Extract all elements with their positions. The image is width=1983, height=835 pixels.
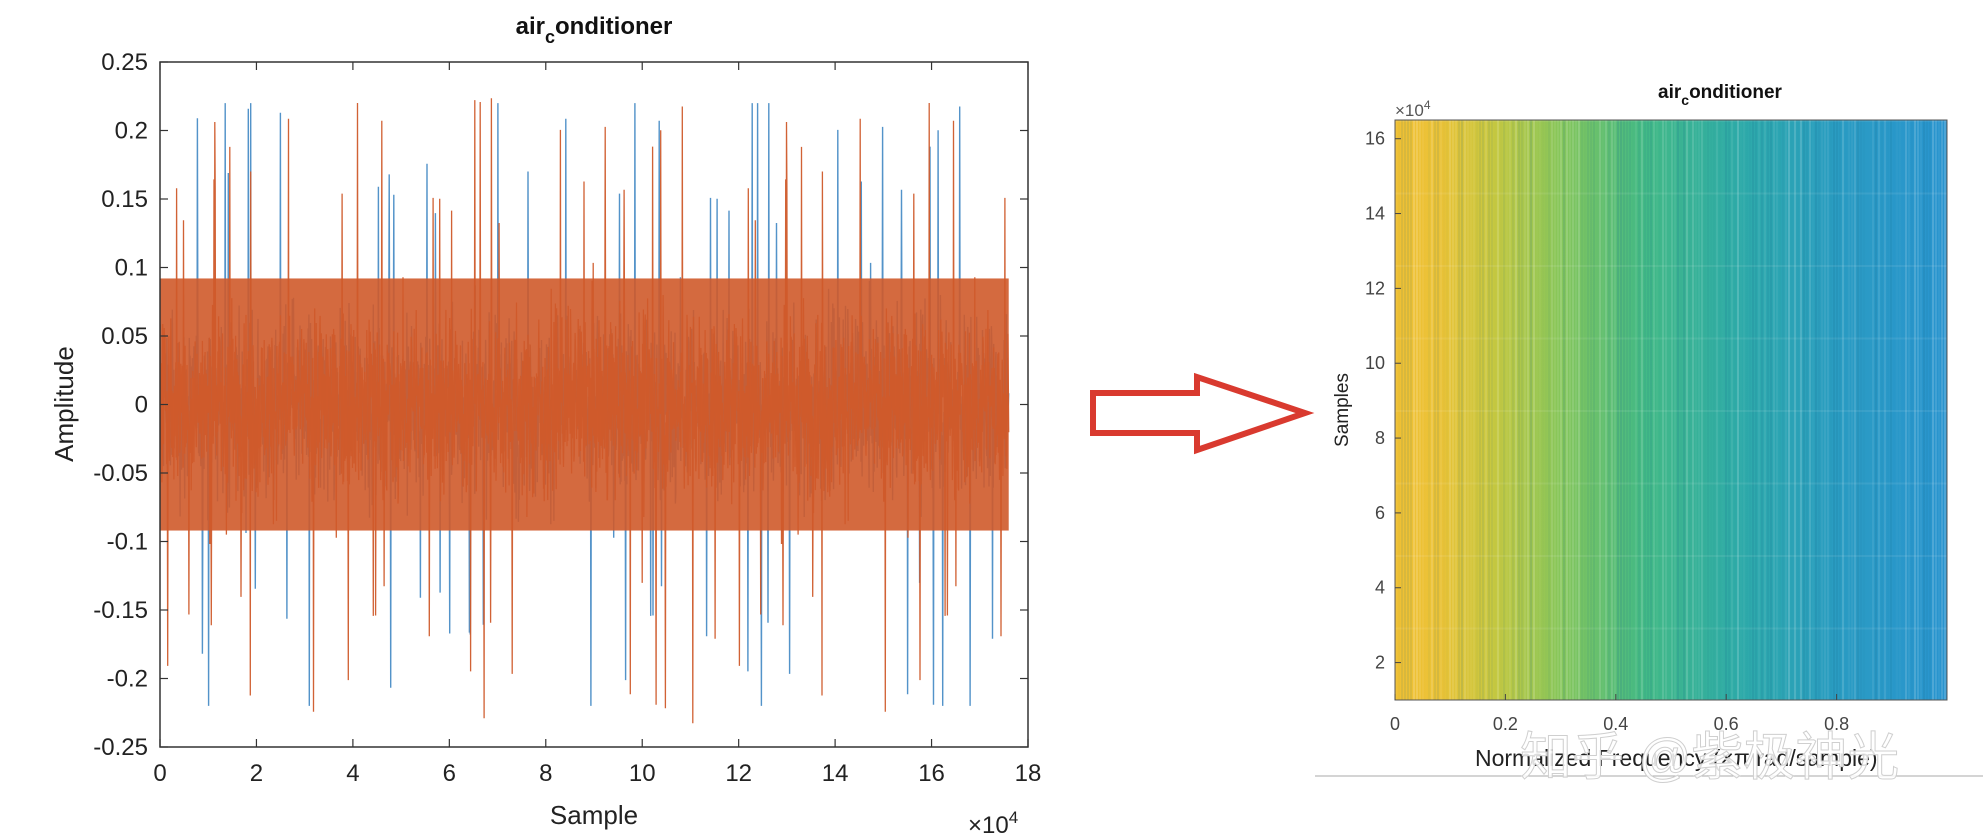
waveform-y-tick-label: 0.25 (101, 49, 148, 76)
waveform-x-multiplier: ×104 (968, 808, 1018, 835)
waveform-y-tick-label: -0.25 (93, 734, 148, 761)
waveform-series-2-core (160, 278, 1009, 531)
watermark: 知乎 @紫极神光 (1520, 729, 1899, 787)
transform-arrow-icon (1090, 372, 1315, 455)
spectrogram-y-axis-label: Samples (1332, 373, 1353, 447)
waveform-y-tick-label: -0.15 (93, 597, 148, 624)
waveform-y-tick-label: 0.2 (115, 118, 148, 145)
waveform-y-tick-label: -0.1 (107, 529, 148, 556)
waveform-x-tick-label: 4 (346, 760, 359, 787)
waveform-x-tick-label: 0 (153, 760, 166, 787)
waveform-x-tick-label: 14 (822, 760, 849, 787)
waveform-x-ticks: 0 2 4 6 8 10 12 14 16 18 (153, 62, 1041, 787)
spectrogram-x-tick-label: 0.8 (1824, 714, 1849, 734)
spectrogram-x-tick-label: 0 (1390, 714, 1400, 734)
waveform-title: airconditioner (516, 13, 673, 47)
waveform-x-tick-label: 6 (443, 760, 456, 787)
spectrogram-y-tick-label: 6 (1375, 503, 1385, 523)
spectrogram-x-tick-label: 0.6 (1714, 714, 1739, 734)
spectrogram-y-tick-label: 2 (1375, 653, 1385, 673)
spectrogram-x-axis-label: Normalized Frequency (×π rad/sample) (1475, 745, 1878, 771)
waveform-x-tick-label: 18 (1015, 760, 1042, 787)
spectrogram-x-tick-label: 0.4 (1603, 714, 1628, 734)
waveform-x-tick-label: 8 (539, 760, 552, 787)
waveform-x-tick-label: 16 (918, 760, 945, 787)
spectrogram-x-tick-label: 0.2 (1493, 714, 1518, 734)
waveform-y-tick-label: -0.05 (93, 460, 148, 487)
spectrogram-y-tick-label: 14 (1365, 204, 1385, 224)
spectrogram-title: airconditioner (1658, 82, 1783, 108)
waveform-x-tick-label: 2 (250, 760, 263, 787)
spectrogram-y-tick-label: 16 (1365, 129, 1385, 149)
waveform-x-tick-label: 10 (629, 760, 656, 787)
waveform-y-tick-label: 0 (135, 392, 148, 419)
spectrogram-x-ticks: 0 0.2 0.4 0.6 0.8 (1390, 694, 1849, 734)
spectrogram-y-tick-label: 12 (1365, 278, 1385, 298)
waveform-series (160, 98, 1010, 724)
spectrogram-y-tick-label: 4 (1375, 578, 1385, 598)
waveform-x-axis-label: Sample (550, 800, 638, 830)
spectrogram-y-ticks: 16 14 12 10 8 6 4 2 (1365, 129, 1401, 673)
waveform-y-ticks: 0.25 0.2 0.15 0.1 0.05 0 -0.05 -0.1 -0.15 -0.2 -0.… (93, 49, 1028, 761)
waveform-y-tick-label: 0.15 (101, 186, 148, 213)
spectrogram-chart: airconditioner ×104 0 0.2 0.4 0.6 0.8 16 14 12… (1315, 82, 1983, 777)
waveform-y-tick-label: 0.05 (101, 323, 148, 350)
spectrogram-plot-frame (1394, 119, 1948, 701)
spectrogram-heatmap (1395, 120, 1947, 700)
spectrogram-y-tick-label: 10 (1365, 353, 1385, 373)
waveform-y-tick-label: 0.1 (115, 255, 148, 282)
spectrogram-y-tick-label: 8 (1375, 428, 1385, 448)
waveform-x-tick-label: 12 (725, 760, 752, 787)
waveform-y-tick-label: -0.2 (107, 666, 148, 693)
waveform-y-axis-label: Amplitude (49, 346, 79, 462)
waveform-chart: airconditioner 0 2 4 6 8 10 12 14 16 18 0.250.20.… (49, 13, 1041, 835)
spectrogram-y-multiplier: ×104 (1395, 98, 1431, 120)
